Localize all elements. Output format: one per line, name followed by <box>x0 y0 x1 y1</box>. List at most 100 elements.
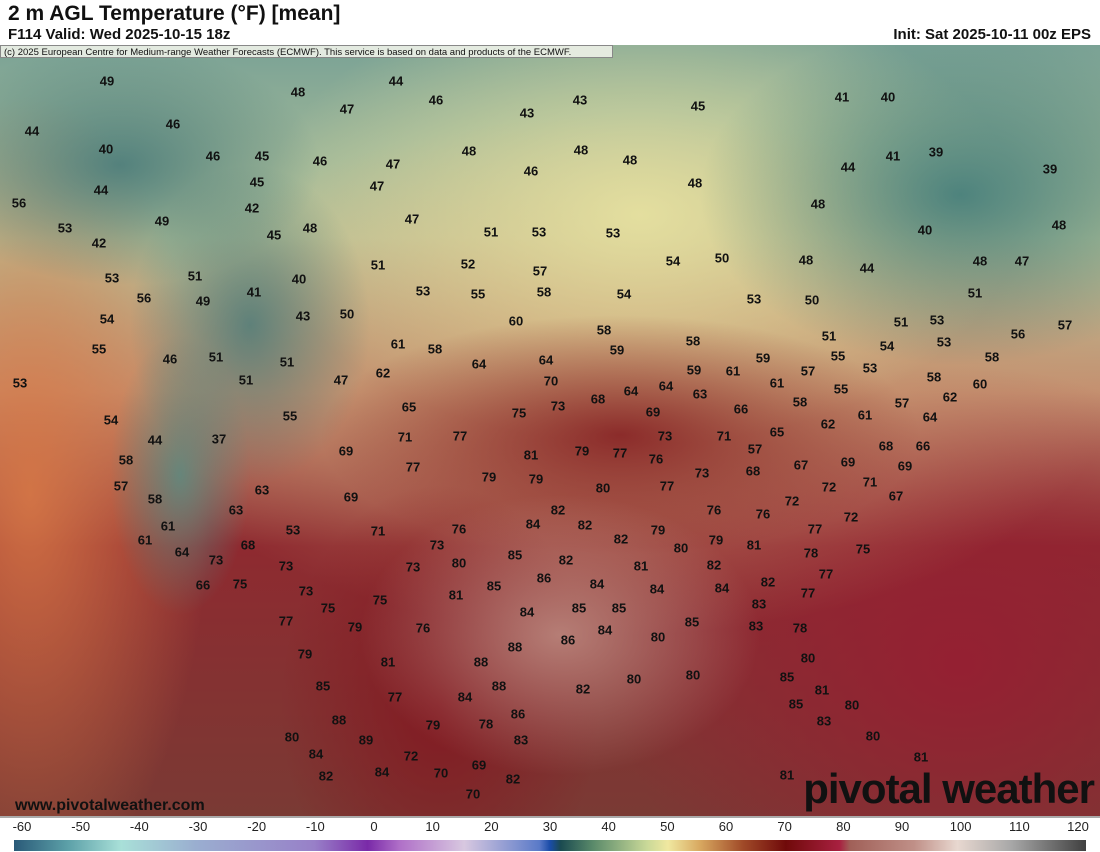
temperature-label: 77 <box>818 566 834 582</box>
temperature-label: 44 <box>388 73 404 89</box>
temperature-label: 60 <box>508 313 524 329</box>
temperature-label: 68 <box>878 438 894 454</box>
temperature-label: 79 <box>347 619 363 635</box>
temperature-label: 60 <box>972 376 988 392</box>
temperature-label: 73 <box>278 558 294 574</box>
temperature-label: 65 <box>769 424 785 440</box>
temperature-label: 80 <box>673 540 689 556</box>
temperature-label: 44 <box>93 182 109 198</box>
temperature-label: 81 <box>380 654 396 670</box>
temperature-label: 82 <box>575 681 591 697</box>
temperature-map <box>0 45 1100 816</box>
temperature-label: 61 <box>769 375 785 391</box>
temperature-label: 84 <box>374 764 390 780</box>
temperature-label: 49 <box>99 73 115 89</box>
valid-time: F114 Valid: Wed 2025-10-15 18z <box>8 26 231 43</box>
pivotal-weather-logo: pivotal weather <box>803 765 1095 812</box>
temperature-label: 84 <box>714 580 730 596</box>
temperature-label: 51 <box>208 349 224 365</box>
temperature-label: 86 <box>510 706 526 722</box>
colorbar-tick: 50 <box>660 819 675 834</box>
temperature-label: 58 <box>984 349 1000 365</box>
temperature-label: 82 <box>706 557 722 573</box>
temperature-label: 61 <box>137 532 153 548</box>
temperature-label: 51 <box>483 224 499 240</box>
temperature-label: 58 <box>926 369 942 385</box>
temperature-label: 64 <box>538 352 554 368</box>
temperature-label: 77 <box>278 613 294 629</box>
temperature-label: 79 <box>481 469 497 485</box>
temperature-label: 81 <box>913 749 929 765</box>
temperature-label: 69 <box>338 443 354 459</box>
temperature-label: 76 <box>755 506 771 522</box>
colorbar-tick: 60 <box>718 819 734 834</box>
temperature-label: 81 <box>448 587 464 603</box>
temperature-label: 48 <box>302 220 318 236</box>
temperature-label: 78 <box>792 620 808 636</box>
temperature-label: 45 <box>266 227 282 243</box>
temperature-label: 48 <box>290 84 306 100</box>
temperature-label: 46 <box>162 351 178 367</box>
temperature-label: 39 <box>928 144 944 160</box>
temperature-label: 75 <box>855 541 871 557</box>
temperature-label: 83 <box>513 732 529 748</box>
temperature-label: 73 <box>208 552 224 568</box>
temperature-label: 83 <box>816 713 832 729</box>
temperature-label: 86 <box>560 632 576 648</box>
temperature-label: 86 <box>536 570 552 586</box>
temperature-label: 80 <box>685 667 701 683</box>
temperature-label: 85 <box>486 578 502 594</box>
copyright-notice: (c) 2025 European Centre for Medium-rang… <box>0 45 613 58</box>
temperature-label: 85 <box>779 669 795 685</box>
temperature-label: 77 <box>659 478 675 494</box>
temperature-label: 50 <box>804 292 820 308</box>
temperature-label: 44 <box>859 260 875 276</box>
colorbar-tick: 80 <box>836 819 851 834</box>
temperature-label: 80 <box>451 555 467 571</box>
temperature-label: 82 <box>558 552 574 568</box>
temperature-label: 55 <box>833 381 849 397</box>
temperature-label: 53 <box>746 291 762 307</box>
temperature-label: 69 <box>840 454 856 470</box>
temperature-label: 70 <box>543 373 559 389</box>
temperature-label: 45 <box>249 174 265 190</box>
temperature-label: 84 <box>649 581 665 597</box>
temperature-label: 55 <box>282 408 298 424</box>
temperature-label: 48 <box>972 253 988 269</box>
temperature-label: 57 <box>1057 317 1073 333</box>
temperature-label: 47 <box>369 178 385 194</box>
temperature-label: 53 <box>57 220 73 236</box>
temperature-label: 72 <box>821 479 837 495</box>
temperature-label: 71 <box>862 474 878 490</box>
website-link[interactable]: www.pivotalweather.com <box>15 797 205 814</box>
temperature-label: 73 <box>657 428 673 444</box>
temperature-label: 76 <box>706 502 722 518</box>
temperature-label: 85 <box>788 696 804 712</box>
temperature-label: 58 <box>596 322 612 338</box>
temperature-label: 84 <box>519 604 535 620</box>
temperature-label: 85 <box>315 678 331 694</box>
temperature-label: 67 <box>793 457 809 473</box>
temperature-label: 61 <box>160 518 176 534</box>
temperature-label: 77 <box>612 445 628 461</box>
temperature-label: 47 <box>339 101 355 117</box>
temperature-label: 46 <box>312 153 328 169</box>
temperature-label: 51 <box>893 314 909 330</box>
colorbar-gradient <box>14 840 1086 851</box>
temperature-label: 79 <box>528 471 544 487</box>
temperature-label: 64 <box>471 356 487 372</box>
temperature-label: 58 <box>792 394 808 410</box>
temperature-label: 42 <box>91 235 107 251</box>
temperature-label: 81 <box>814 682 830 698</box>
temperature-label: 47 <box>404 211 420 227</box>
temperature-label: 79 <box>650 522 666 538</box>
temperature-label: 80 <box>650 629 666 645</box>
temperature-label: 76 <box>415 620 431 636</box>
temperature-label: 76 <box>648 451 664 467</box>
temperature-label: 58 <box>118 452 134 468</box>
temperature-label: 39 <box>1042 161 1058 177</box>
temperature-label: 48 <box>622 152 638 168</box>
temperature-label: 57 <box>800 363 816 379</box>
temperature-label: 88 <box>507 639 523 655</box>
temperature-label: 88 <box>473 654 489 670</box>
